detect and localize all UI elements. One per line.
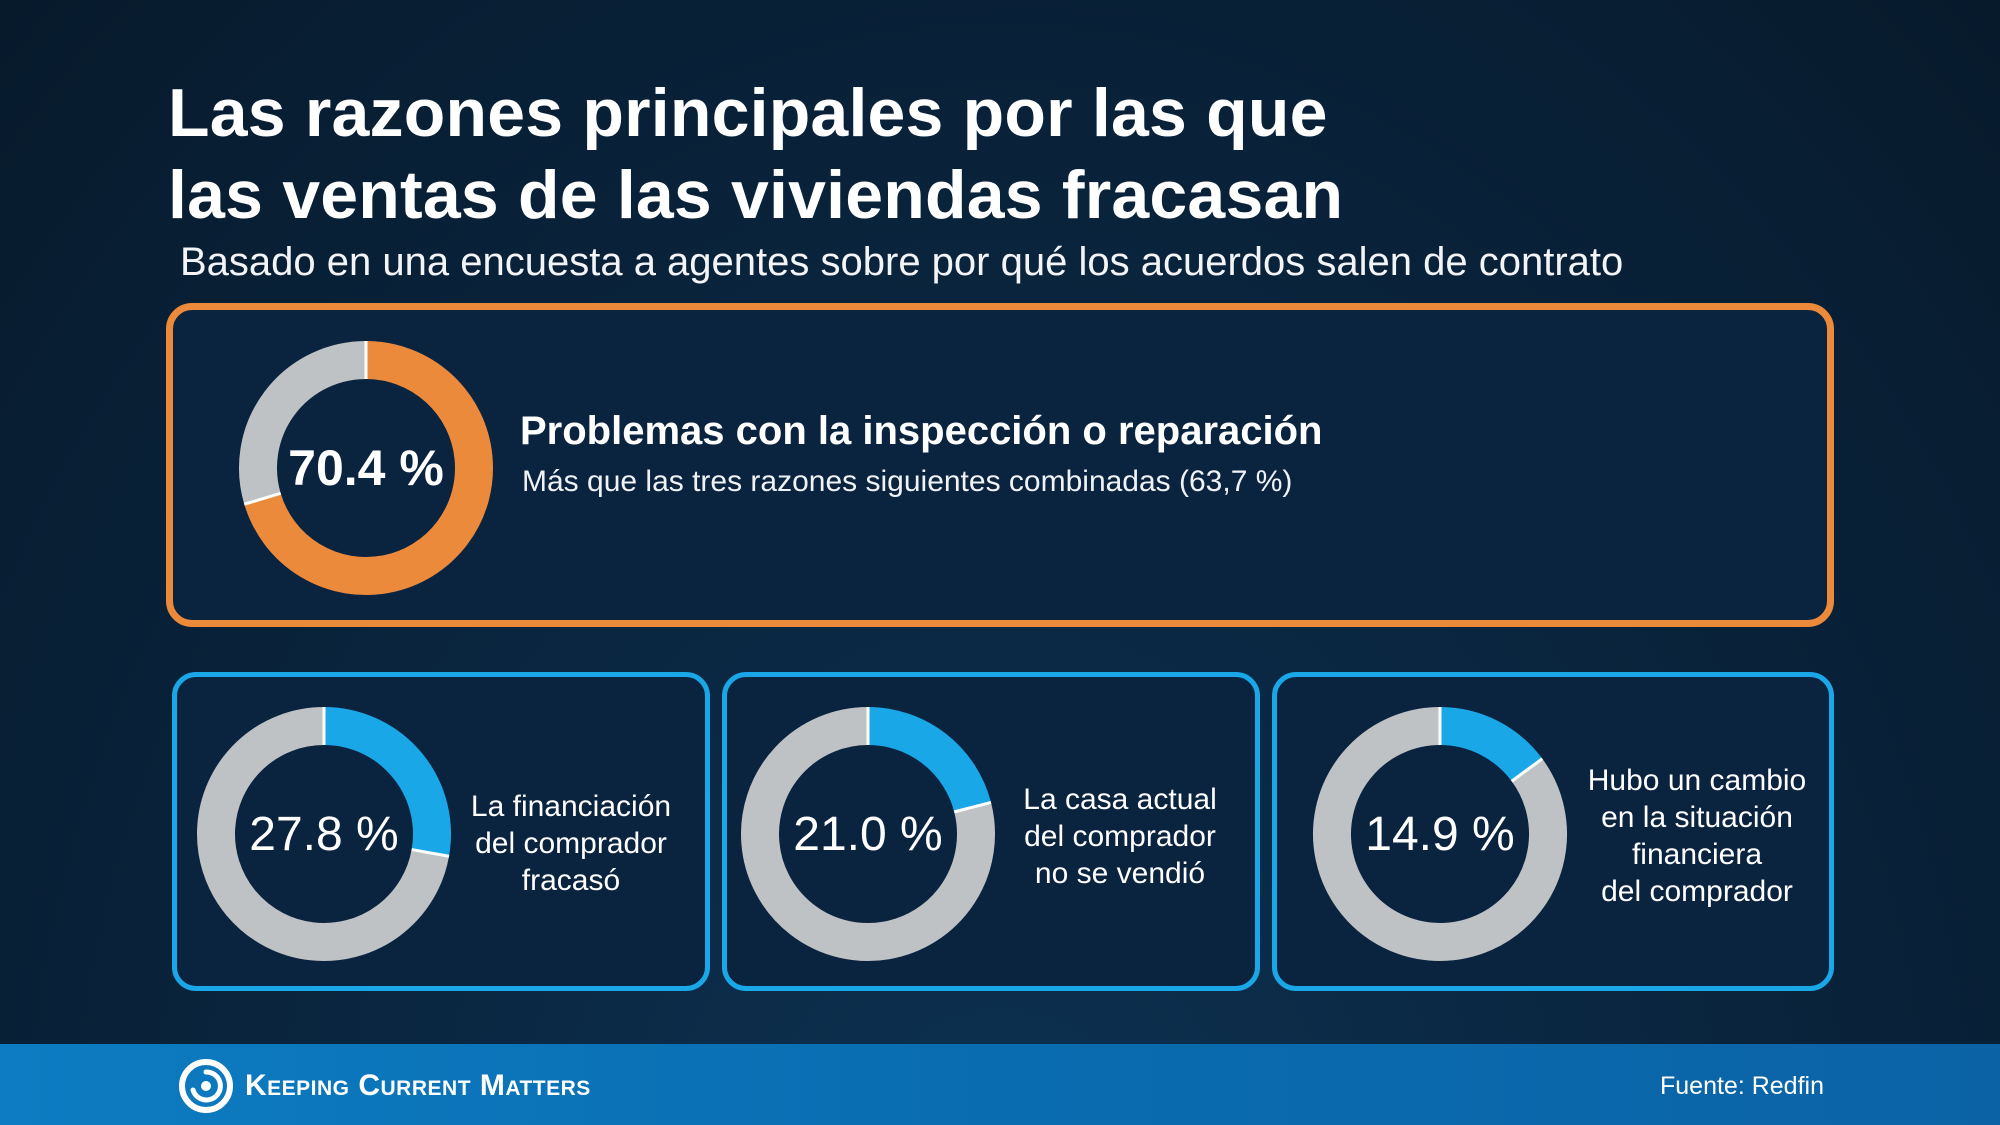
donut-svg-financial-change xyxy=(1313,707,1567,961)
donut-remainder-financing xyxy=(197,707,450,961)
donut-svg-financing xyxy=(197,707,451,961)
donut-chart-financing: 27.8 % xyxy=(196,706,452,962)
donut-remainder-inspection xyxy=(239,341,367,505)
reason-label-financing: La financiación del comprador fracasó xyxy=(470,790,672,897)
reason-label-home-not-sold: La casa actual del comprador no se vendi… xyxy=(1023,783,1217,890)
donut-value-home-not-sold: 21.0 % xyxy=(793,807,943,861)
title-line-2: las ventas de las viviendas fracasan xyxy=(168,157,1344,233)
donut-separator-home-not-sold-1 xyxy=(953,800,992,814)
donut-slice-financial-change xyxy=(1439,707,1543,782)
donut-remainder-financial-change xyxy=(1313,707,1567,961)
brand-logo-text: Keeping Current Matters xyxy=(245,1069,591,1102)
source-credit: Fuente: Redfin xyxy=(1660,1072,1824,1100)
donut-slice-financing xyxy=(323,707,451,857)
donut-remainder-home-not-sold xyxy=(741,707,995,961)
main-donut-chart: 70.4 % xyxy=(238,340,494,596)
main-reason-card xyxy=(166,303,1834,627)
main-donut-svg xyxy=(239,341,493,595)
reason-label-financial-change: Hubo un cambio en la situación financier… xyxy=(1587,764,1807,908)
donut-slice-inspection xyxy=(244,341,493,595)
page-title: Las razones principales por las que las … xyxy=(168,72,1343,236)
main-donut-value: 70.4 % xyxy=(288,440,444,496)
footer-bar xyxy=(0,1044,2000,1125)
title-line-1: Las razones principales por las que xyxy=(168,75,1328,151)
donut-chart-home-not-sold: 21.0 % xyxy=(740,706,996,962)
donut-svg-home-not-sold xyxy=(741,707,995,961)
donut-value-financial-change: 14.9 % xyxy=(1365,807,1515,861)
donut-separator-financing-1 xyxy=(411,848,450,858)
donut-value-financing: 27.8 % xyxy=(249,807,399,861)
kcm-swirl-icon xyxy=(178,1058,234,1114)
page-subtitle: Basado en una encuesta a agentes sobre p… xyxy=(180,240,1624,284)
donut-separator-financial-change-1 xyxy=(1510,757,1544,783)
main-reason-heading: Problemas con la inspección o reparación xyxy=(520,409,1323,453)
donut-separator-inspection-1 xyxy=(243,491,282,506)
main-reason-description: Más que las tres razones siguientes comb… xyxy=(522,465,1293,498)
donut-chart-financial-change: 14.9 % xyxy=(1312,706,1568,962)
donut-slice-home-not-sold xyxy=(867,707,992,813)
